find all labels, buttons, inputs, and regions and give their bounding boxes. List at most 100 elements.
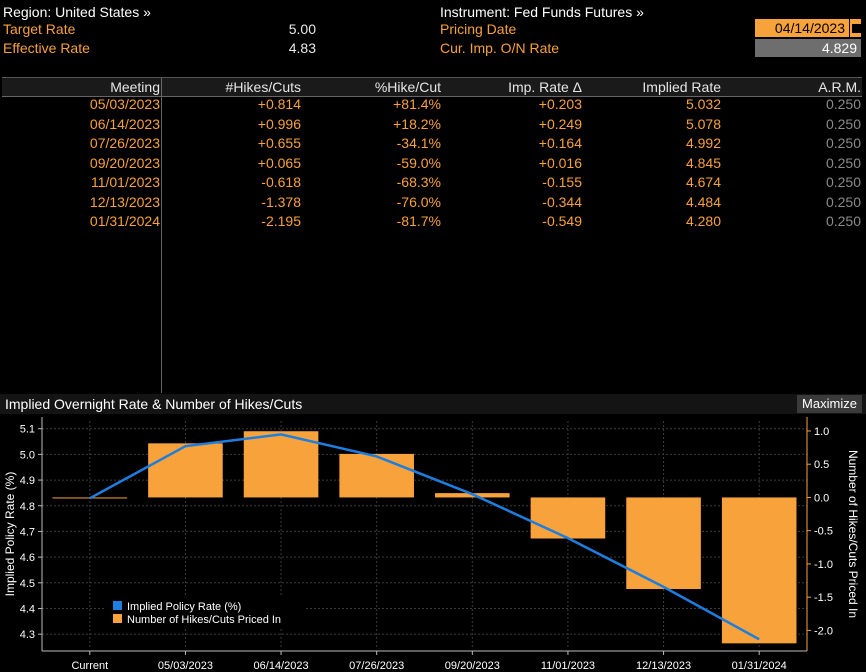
pricing-date-input[interactable]: 04/14/2023 [755,19,849,37]
y2-axis-title: Number of Hikes/Cuts Priced In [846,450,860,618]
x-tick-label: 05/03/2023 [158,660,213,672]
calendar-icon[interactable] [849,19,861,37]
effective-rate-label: Effective Rate [3,40,90,56]
cell-delta: +0.164 [538,135,582,151]
effective-rate-value: 4.83 [288,40,316,56]
y-tick-label: 4.7 [20,526,35,538]
cur-imp-rate-value: 4.829 [755,39,861,57]
y2-tick-label: -1.0 [814,559,833,571]
cell-hikes: +0.996 [257,115,301,132]
cur-imp-rate-label: Cur. Imp. O/N Rate [440,40,560,56]
series-line [89,433,760,641]
cell-implied: 4.280 [685,213,721,229]
cell-delta: +0.203 [538,96,582,112]
cell-meeting: 09/20/2023 [89,154,160,171]
col-header-delta[interactable]: Imp. Rate Δ [508,79,582,95]
cell-arm: 0.250 [825,115,861,132]
cell-arm: 0.250 [825,193,861,210]
x-tick-label: 07/26/2023 [349,660,404,672]
cell-implied: 5.032 [685,96,721,112]
maximize-button[interactable]: Maximize [797,395,862,413]
y-tick-label: 5.0 [20,449,35,461]
chart-area: 4.3 4.4 4.5 4.6 4.7 4.8 4.9 5.0 5.1 -2.0 -1.5 -1.0 -… [3,417,860,672]
y-tick-label: 4.3 [20,629,35,641]
cell-meeting: 01/31/2024 [89,213,160,229]
col-header-arm[interactable]: A.R.M. [818,79,861,95]
cell-pct: -68.3% [396,174,441,190]
cell-hikes: -1.378 [261,193,301,210]
legend-swatch-bar [113,614,122,623]
cell-delta: +0.249 [538,115,582,132]
cell-meeting: 11/01/2023 [90,174,160,190]
y-tick-label: 4.4 [20,603,35,615]
target-rate-label: Target Rate [3,21,76,37]
y-axis-title: Implied Policy Rate (%) [3,472,17,597]
bar [148,443,223,498]
col-header-pct[interactable]: %Hike/Cut [374,79,441,95]
x-tick-label: 09/20/2023 [445,660,500,672]
bar [339,453,414,498]
y2-tick-label: 0.5 [814,459,829,471]
cell-delta: -0.155 [542,174,582,190]
col-header-implied[interactable]: Implied Rate [642,79,721,95]
cell-implied: 4.484 [685,193,721,210]
legend-swatch-line [113,601,122,610]
y-tick-label: 5.1 [20,424,35,436]
cell-hikes: +0.655 [257,135,301,151]
cell-hikes: +0.065 [257,154,301,171]
cell-meeting: 06/14/2023 [89,115,160,132]
x-tick-label: Current [71,660,108,672]
y2-tick-label: -0.5 [814,526,833,538]
x-tick-label: 11/01/2023 [541,660,595,672]
x-tick-label: 01/31/2024 [732,660,787,672]
chart-title: Implied Overnight Rate & Number of Hikes… [5,396,303,412]
cell-pct: -59.0% [396,154,441,171]
cell-delta: -0.344 [542,193,582,210]
bar [243,431,319,498]
y2-tick-label: 0.0 [814,492,829,504]
cell-pct: +81.4% [393,96,441,112]
cell-arm: 0.250 [825,174,861,190]
cell-meeting: 07/26/2023 [89,135,160,151]
bar [626,497,701,590]
bar [721,497,797,644]
y2-tick-label: 1.0 [814,426,829,438]
cell-hikes: -0.618 [261,174,301,190]
y2-tick-label: -2.0 [814,625,833,637]
instrument-selector[interactable]: Instrument: Fed Funds Futures » [440,4,644,20]
x-tick-label: 12/13/2023 [636,660,691,672]
pricing-date-label: Pricing Date [440,21,517,37]
cell-arm: 0.250 [825,154,861,171]
cell-pct: +18.2% [393,115,441,132]
cell-hikes: -2.195 [261,213,301,229]
cell-meeting: 12/13/2023 [89,193,160,210]
legend-label: Implied Policy Rate (%) [127,601,241,613]
x-tick-label: 06/14/2023 [254,660,309,672]
col-header-hikes[interactable]: #Hikes/Cuts [225,79,301,95]
y-tick-label: 4.5 [20,578,35,590]
cell-pct: -81.7% [396,213,441,229]
cell-pct: -76.0% [396,193,441,210]
cell-implied: 4.674 [685,174,721,190]
cell-meeting: 05/03/2023 [89,96,160,112]
y-tick-label: 4.9 [20,475,35,487]
legend-label: Number of Hikes/Cuts Priced In [127,614,281,626]
bar [530,497,606,539]
cell-arm: 0.250 [825,96,861,112]
cell-arm: 0.250 [825,213,861,229]
table-header [2,78,862,96]
col-header-meeting[interactable]: Meeting [110,79,160,95]
target-rate-value: 5.00 [288,21,316,37]
y-tick-label: 4.8 [20,501,35,513]
cell-pct: -34.1% [396,135,441,151]
cell-delta: -0.549 [542,213,582,229]
y2-tick-label: -1.5 [814,592,833,604]
legend-box [106,597,306,627]
cell-hikes: +0.814 [257,96,301,112]
y-tick-label: 4.6 [20,552,35,564]
region-selector[interactable]: Region: United States » [3,4,151,20]
cell-implied: 4.845 [685,154,721,171]
cell-arm: 0.250 [825,135,861,151]
cell-implied: 4.992 [685,135,721,151]
cell-implied: 5.078 [685,115,721,132]
